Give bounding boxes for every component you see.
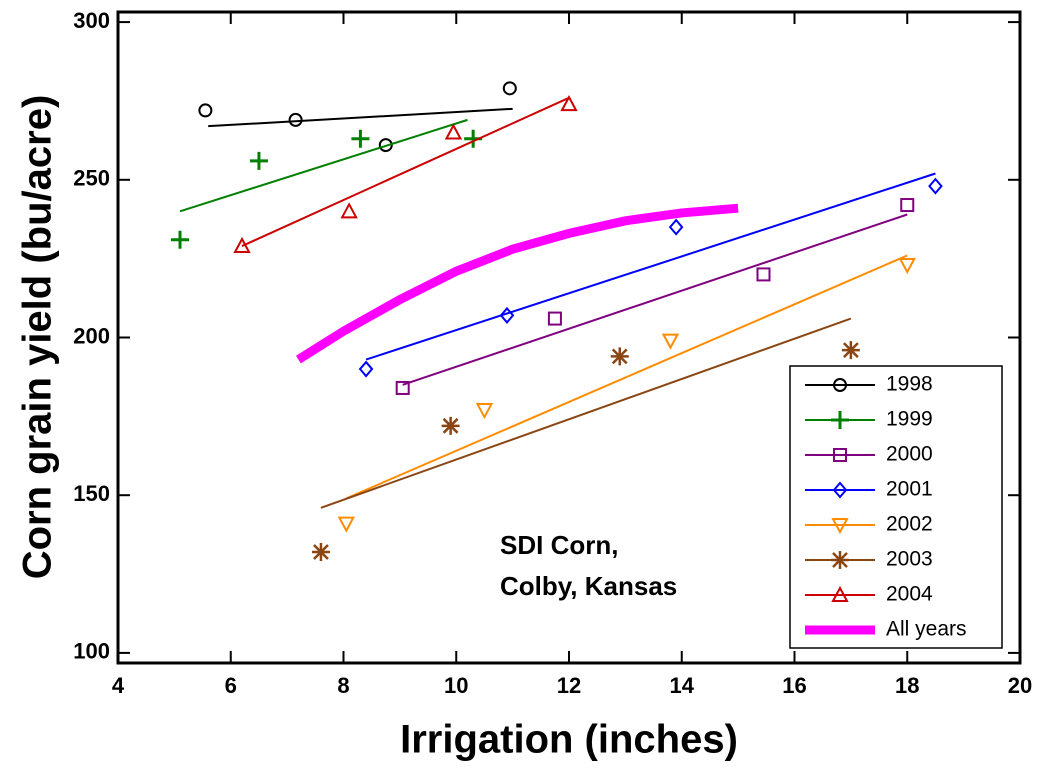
y-tick-label: 300 <box>73 8 110 33</box>
plot-frame <box>116 10 1022 665</box>
legend-box <box>789 365 1003 649</box>
x-tick-label: 16 <box>782 673 806 698</box>
marker <box>395 380 410 395</box>
fit-line <box>320 317 852 509</box>
marker <box>351 129 370 148</box>
legend-label: 1998 <box>886 373 933 396</box>
y-tick-label: 100 <box>73 639 110 664</box>
annotation: Colby, Kansas <box>500 571 677 601</box>
marker <box>337 516 355 533</box>
legend-marker <box>833 378 847 392</box>
marker <box>288 112 303 127</box>
legend-label: 2003 <box>886 548 933 571</box>
fit-line <box>365 172 936 361</box>
fit-line <box>402 213 908 386</box>
fit-line <box>241 96 570 247</box>
x-tick-label: 6 <box>225 673 237 698</box>
marker <box>249 151 268 170</box>
marker <box>661 333 680 350</box>
legend-marker <box>831 585 849 602</box>
curve <box>296 203 739 364</box>
marker <box>378 138 393 153</box>
marker <box>444 123 463 140</box>
marker <box>340 202 358 219</box>
marker <box>756 267 771 282</box>
legend-marker <box>832 481 848 499</box>
y-axis-label: Corn grain yield (bu/acre) <box>16 95 60 580</box>
x-tick-label: 14 <box>670 673 695 698</box>
x-tick-label: 10 <box>444 673 468 698</box>
legend-marker <box>831 518 849 535</box>
x-tick-label: 12 <box>557 673 581 698</box>
legend-label: 2000 <box>886 443 933 466</box>
marker <box>358 360 374 378</box>
marker <box>547 311 562 326</box>
marker <box>171 230 190 249</box>
fit-line <box>208 107 513 128</box>
marker <box>311 542 330 561</box>
fit-line <box>179 118 468 213</box>
marker <box>900 198 915 213</box>
legend-marker <box>831 551 849 569</box>
x-tick-label: 20 <box>1008 673 1032 698</box>
x-tick-label: 18 <box>895 673 919 698</box>
y-tick-label: 150 <box>73 481 110 506</box>
legend-label: 1999 <box>886 408 933 431</box>
x-axis-label: Irrigation (inches) <box>400 718 738 762</box>
legend-label: 2002 <box>886 513 933 536</box>
y-tick-label: 250 <box>73 166 110 191</box>
x-tick-label: 4 <box>112 673 125 698</box>
y-tick-label: 200 <box>73 323 110 348</box>
marker <box>668 218 684 236</box>
legend-marker <box>831 411 849 429</box>
marker <box>475 403 494 420</box>
marker <box>928 177 943 195</box>
marker <box>198 103 213 118</box>
marker <box>441 416 460 435</box>
marker <box>610 347 629 366</box>
marker <box>841 341 860 360</box>
legend-label: All years <box>886 618 967 641</box>
annotation: SDI Corn, <box>500 530 618 560</box>
marker <box>898 257 916 275</box>
marker <box>233 236 251 254</box>
legend-marker <box>833 448 847 462</box>
marker <box>502 81 517 96</box>
legend-label: 2004 <box>886 583 933 606</box>
marker <box>499 306 515 324</box>
x-tick-label: 8 <box>337 673 349 698</box>
marker <box>560 94 578 112</box>
fit-line <box>345 254 908 500</box>
legend-label: 2001 <box>886 478 933 501</box>
